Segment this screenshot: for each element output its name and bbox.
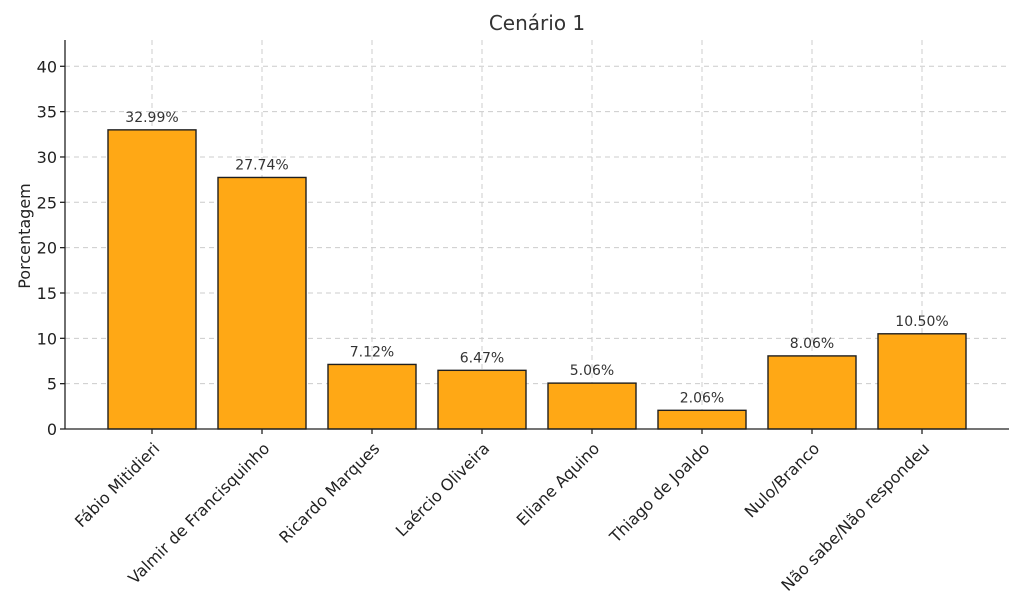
- y-tick-label: 40: [37, 57, 57, 76]
- bar: [217, 176, 307, 430]
- x-tick-label: Nulo/Branco: [741, 439, 824, 522]
- x-tick-label: Laércio Oliveira: [392, 439, 493, 540]
- bar: [107, 129, 197, 430]
- y-tick-label: 35: [37, 103, 57, 122]
- bar-data-label: 32.99%: [125, 110, 178, 126]
- bars: [107, 129, 967, 430]
- x-tick-label: Eliane Aquino: [513, 439, 604, 530]
- y-tick-label: 15: [37, 284, 57, 303]
- y-tick-label: 25: [37, 193, 57, 212]
- x-tick-label: Thiago de Joaldo: [605, 439, 713, 547]
- chart-title: Cenário 1: [489, 11, 585, 35]
- y-tick-label: 10: [37, 329, 57, 348]
- bar-data-label: 10.50%: [895, 314, 948, 330]
- bar-data-label: 27.74%: [235, 157, 288, 173]
- y-tick-label: 5: [47, 375, 57, 394]
- bar: [877, 333, 967, 430]
- y-tick-label: 30: [37, 148, 57, 167]
- x-tick-label: Ricardo Marques: [275, 439, 383, 547]
- bar: [327, 363, 417, 430]
- bar: [657, 409, 747, 430]
- bar-data-label: 7.12%: [350, 344, 394, 360]
- y-axis-label: Porcentagem: [15, 183, 34, 289]
- bar: [547, 382, 637, 430]
- bar-data-label: 6.47%: [460, 350, 504, 366]
- y-tick-label: 20: [37, 239, 57, 258]
- x-tick-label: Fábio Mitidieri: [71, 439, 163, 531]
- bar: [767, 355, 857, 430]
- bar-data-label: 5.06%: [570, 363, 614, 379]
- axes: [60, 40, 1009, 434]
- bar: [437, 369, 527, 430]
- bar-data-label: 2.06%: [680, 390, 724, 406]
- bar-data-label: 8.06%: [790, 336, 834, 352]
- grid: [65, 40, 1009, 429]
- y-tick-label: 0: [47, 420, 57, 439]
